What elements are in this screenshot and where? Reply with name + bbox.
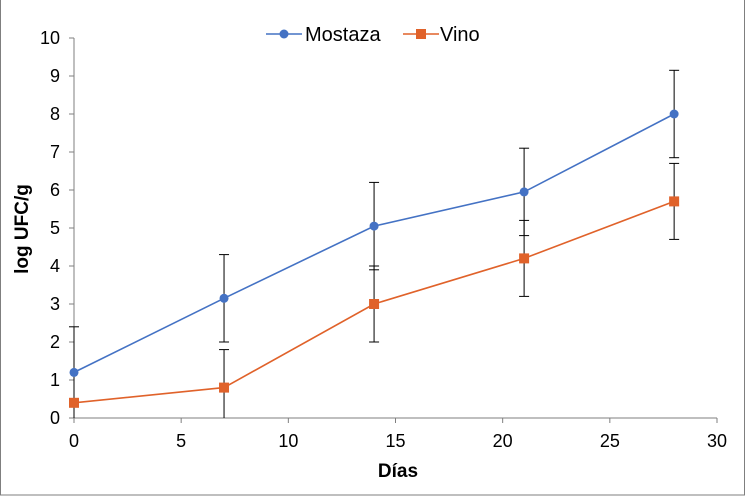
mostaza-data-point (519, 187, 529, 197)
mostaza-data-point (669, 109, 679, 119)
y-axis-title: log UFC/g (12, 184, 33, 274)
y-tick-label: 7 (50, 142, 60, 162)
y-tick-label: 8 (50, 104, 60, 124)
legend-label: Mostaza (305, 24, 381, 46)
x-tick-label: 20 (493, 431, 513, 451)
series-markers (69, 109, 680, 408)
vino-data-point (369, 299, 380, 309)
mostaza-data-point (219, 293, 229, 303)
vino-data-point (219, 382, 230, 393)
legend-marker (416, 29, 426, 39)
x-tick-label: 25 (600, 431, 620, 451)
y-tick-label: 9 (50, 66, 60, 86)
legend-item-mostaza: Mostaza (266, 24, 381, 46)
mostaza-data-point (69, 367, 79, 377)
x-axis-title: Días (378, 461, 418, 482)
vino-data-point (69, 397, 79, 408)
mostaza-data-point (369, 221, 379, 231)
legend-marker (279, 29, 289, 39)
x-tick-label: 5 (176, 431, 186, 451)
y-tick-label: 2 (50, 332, 60, 352)
legend: Mostaza Vino (266, 24, 480, 46)
y-tick-label: 5 (50, 218, 60, 238)
x-tick-label: 10 (278, 431, 298, 451)
y-tick-label: 0 (50, 408, 60, 428)
x-tick-label: 30 (707, 431, 727, 451)
y-tick-label: 10 (40, 28, 60, 48)
vino-data-point (519, 253, 530, 264)
legend-label: Vino (440, 24, 480, 46)
y-tick-label: 3 (50, 294, 60, 314)
y-tick-label: 1 (50, 370, 60, 390)
x-tick-label: 0 (69, 431, 79, 451)
error-bars (69, 69, 680, 418)
vino-data-point (669, 196, 680, 207)
y-tick-label: 4 (50, 256, 60, 276)
x-tick-label: 15 (385, 431, 405, 451)
y-tick-label: 6 (50, 180, 60, 200)
legend-item-vino: Vino (403, 24, 480, 46)
axes: 0 1 2 3 4 5 6 7 8 9 10 0 5 10 15 20 25 30 (40, 28, 727, 451)
